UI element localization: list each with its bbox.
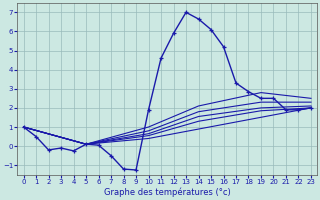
X-axis label: Graphe des températures (°c): Graphe des températures (°c) (104, 188, 231, 197)
